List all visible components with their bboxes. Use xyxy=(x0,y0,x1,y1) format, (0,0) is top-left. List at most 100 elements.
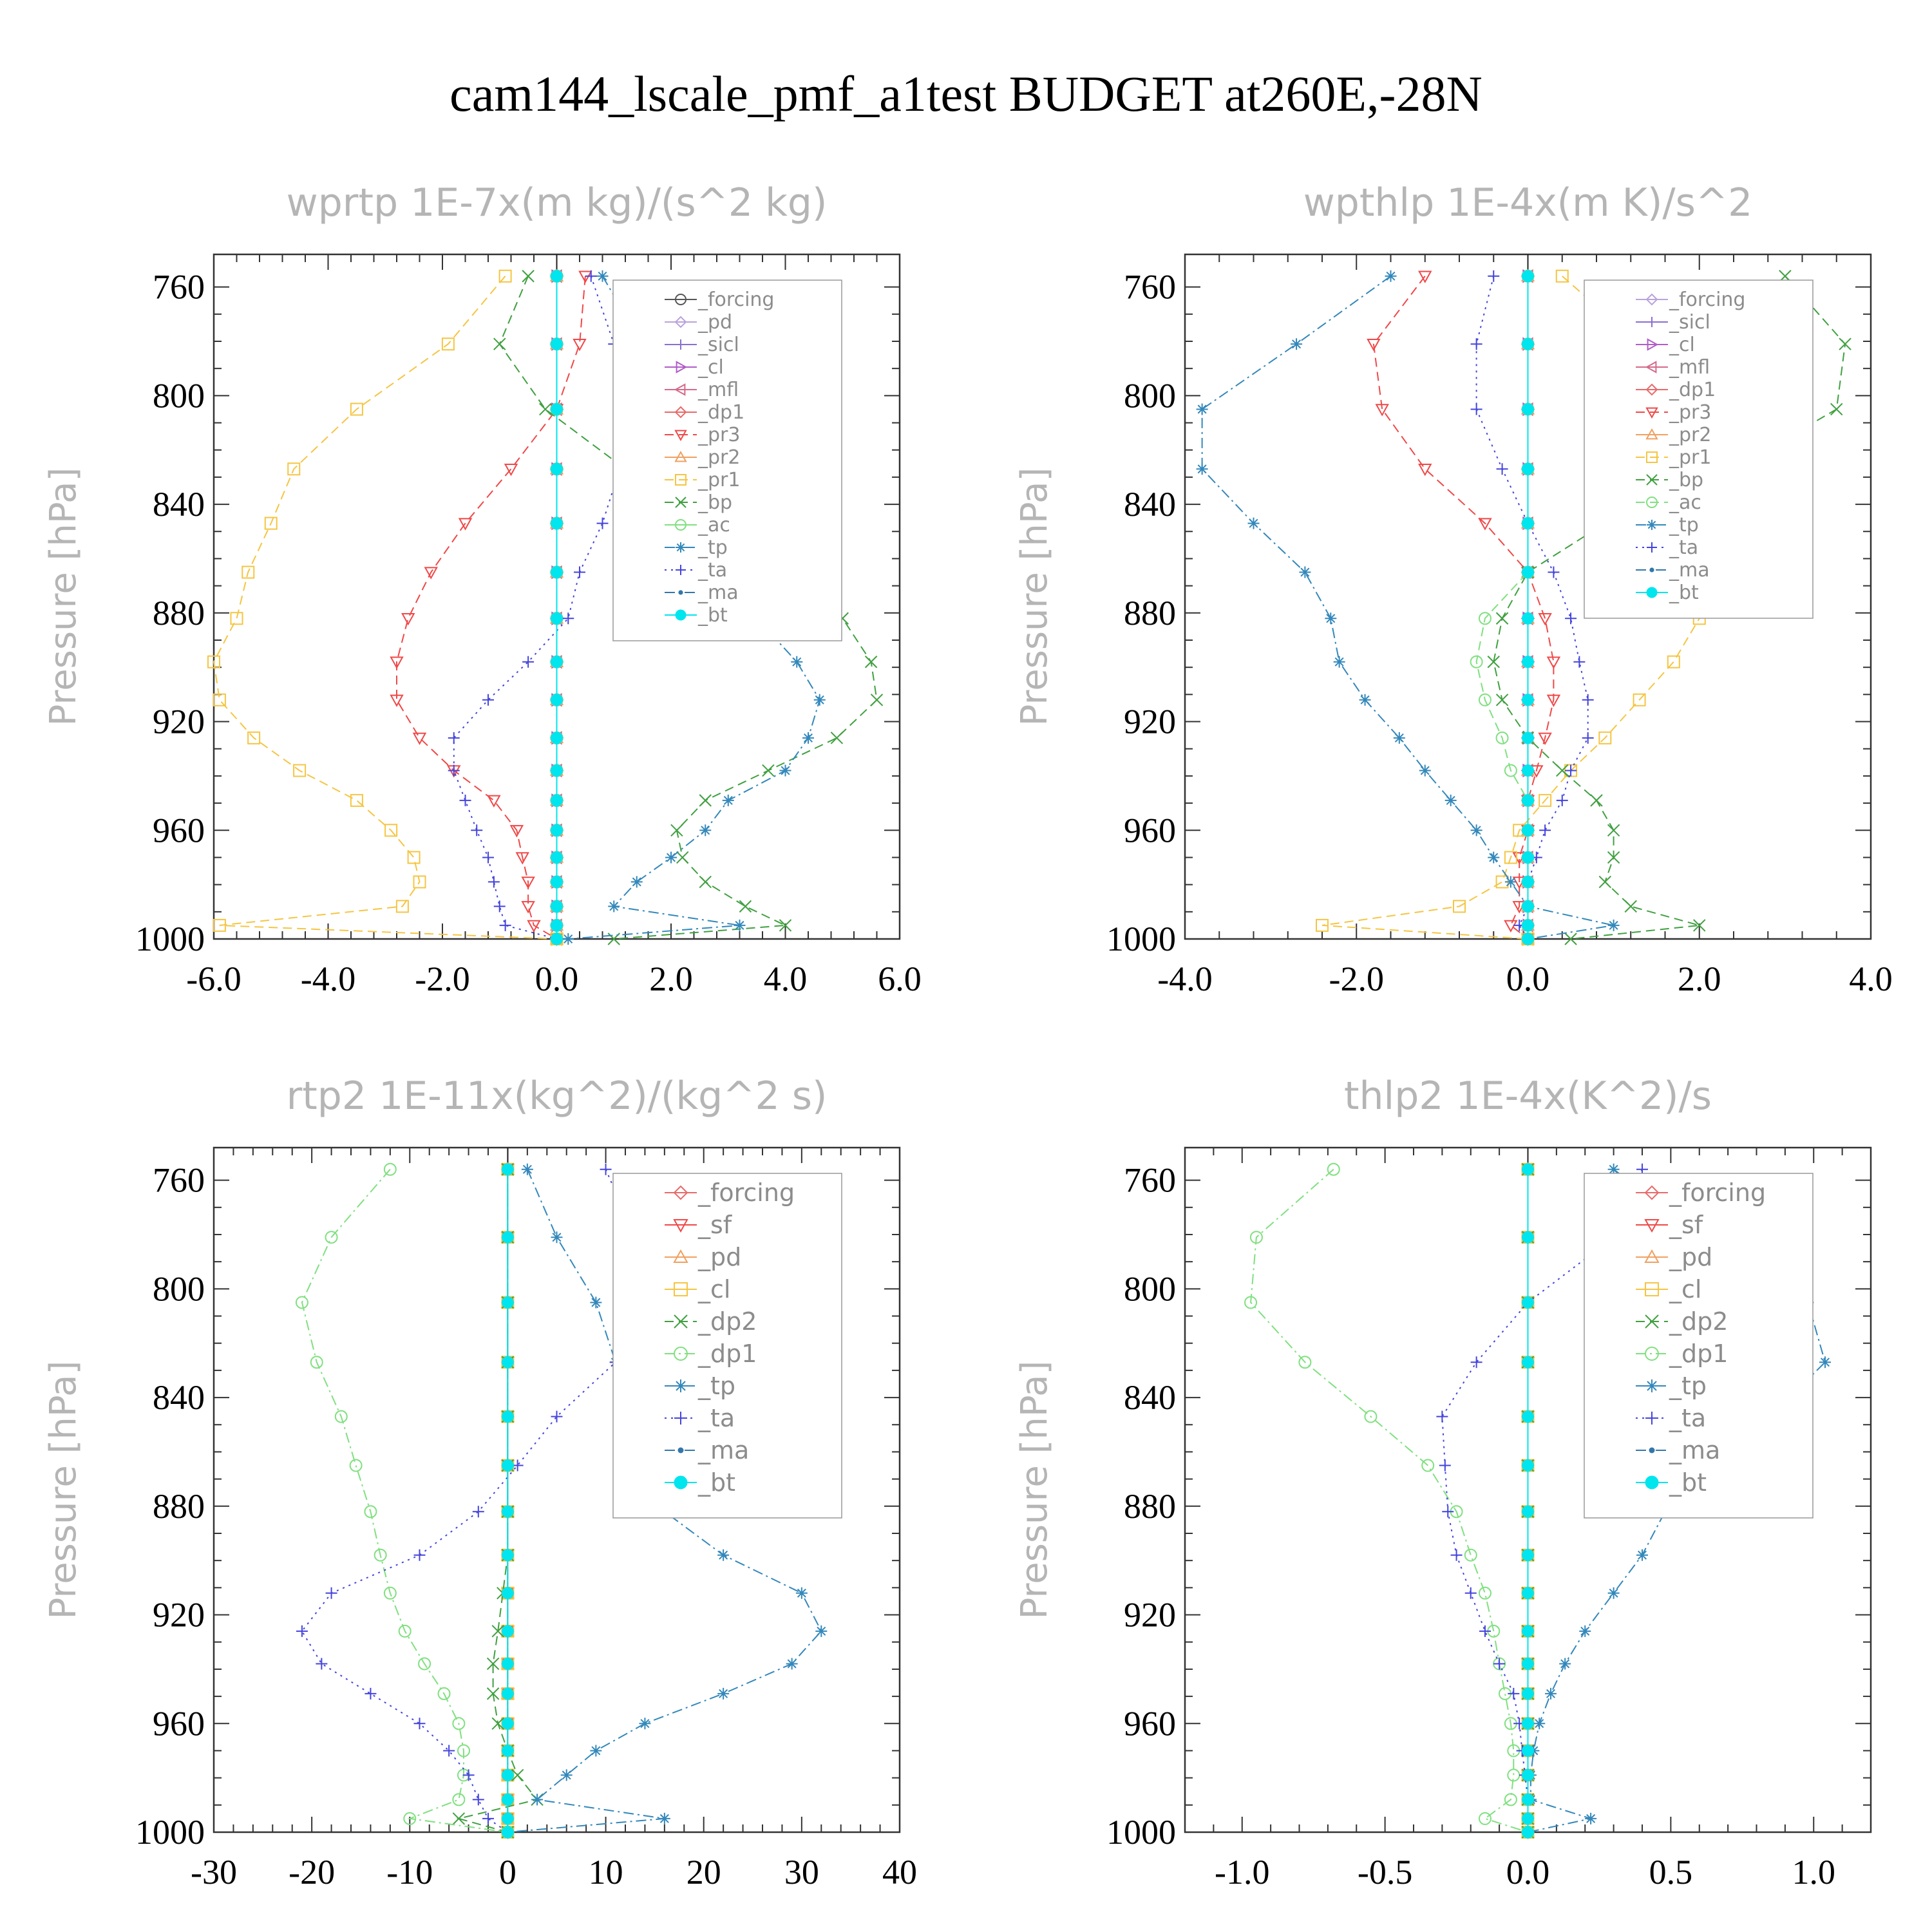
legend-marker xyxy=(675,609,687,621)
y-tick-label: 880 xyxy=(153,1487,205,1526)
legend-marker xyxy=(674,1347,688,1361)
data-point xyxy=(472,1794,484,1806)
data-point xyxy=(670,824,683,837)
data-point xyxy=(390,656,404,669)
data-point xyxy=(350,793,363,807)
data-point xyxy=(509,825,524,838)
data-point xyxy=(242,565,255,579)
data-point xyxy=(501,1549,514,1562)
y-tick-label: 800 xyxy=(153,376,205,415)
x-tick-label: -6.0 xyxy=(186,960,241,998)
legend-marker xyxy=(674,406,687,419)
data-point xyxy=(1470,824,1482,837)
data-point xyxy=(511,1768,524,1782)
legend-marker xyxy=(674,1314,688,1329)
legend-label: _dp1 xyxy=(697,1340,757,1368)
data-point xyxy=(486,1657,500,1671)
data-point xyxy=(1495,612,1509,625)
data-point xyxy=(1548,566,1560,578)
data-point xyxy=(493,900,506,913)
data-point xyxy=(1522,694,1534,706)
legend-item: _pr2 xyxy=(1636,424,1711,446)
y-tick-label: 960 xyxy=(153,811,205,849)
data-point xyxy=(452,1717,466,1730)
data-point xyxy=(1565,764,1577,777)
data-point xyxy=(527,920,541,933)
data-point xyxy=(551,933,563,945)
data-point xyxy=(1522,1625,1534,1638)
data-point xyxy=(551,656,563,668)
data-point xyxy=(1607,824,1620,837)
data-point xyxy=(1556,794,1568,806)
data-point xyxy=(1478,1812,1492,1825)
legend-label: _dp1 xyxy=(1669,1340,1728,1368)
data-point xyxy=(522,270,535,283)
data-point xyxy=(424,567,438,580)
y-tick-label: 760 xyxy=(1124,268,1176,307)
legend-item: _ma xyxy=(665,582,739,604)
y-tick-label: 1000 xyxy=(135,920,205,958)
legend-box xyxy=(612,1173,842,1519)
data-point xyxy=(551,732,563,744)
legend-item: _bp xyxy=(665,491,732,514)
data-point xyxy=(1364,1410,1378,1423)
data-point xyxy=(448,732,460,744)
data-point xyxy=(1444,794,1457,806)
data-point xyxy=(1590,794,1603,807)
legend-marker xyxy=(676,542,686,553)
legend-item: _sicl xyxy=(665,334,739,356)
data-point xyxy=(1478,1586,1492,1600)
legend: _forcing_sicl_cl_mfl_dp1_pr3_pr2_pr1_bp_… xyxy=(1584,279,1814,619)
legend-item: _tp xyxy=(665,536,728,559)
legend-marker xyxy=(1647,542,1657,553)
data-point xyxy=(786,1658,798,1670)
data-point xyxy=(1556,764,1569,777)
data-point xyxy=(1470,1356,1482,1368)
legend-label: _cl xyxy=(697,356,724,379)
y-tick-label: 800 xyxy=(1124,376,1176,415)
data-point xyxy=(600,1163,612,1175)
data-point xyxy=(1247,517,1260,529)
data-point xyxy=(398,1624,412,1638)
legend-item: _pr1 xyxy=(665,469,740,491)
legend-marker xyxy=(1649,1447,1655,1454)
data-point xyxy=(1598,875,1612,889)
legend-label: _cl xyxy=(697,1275,730,1303)
data-point xyxy=(1522,824,1534,837)
data-point xyxy=(551,612,563,625)
data-point xyxy=(1479,1625,1491,1637)
panel-title: wprtp 1E-7x(m kg)/(s^2 kg) xyxy=(287,180,828,225)
data-point xyxy=(264,516,278,530)
x-tick-label: -1.0 xyxy=(1215,1853,1269,1891)
data-point xyxy=(1453,900,1466,913)
data-point xyxy=(1522,1549,1534,1562)
legend-item: _mfl xyxy=(665,379,739,401)
data-point xyxy=(585,270,597,282)
legend-label: _pd xyxy=(1669,1243,1712,1271)
y-tick-label: 840 xyxy=(1124,1378,1176,1417)
data-point xyxy=(501,1410,514,1423)
data-point xyxy=(1522,1231,1534,1244)
data-point xyxy=(350,402,363,416)
legend-item: _ma xyxy=(1636,559,1710,582)
data-point xyxy=(501,1768,514,1781)
chart-panel-3: rtp2 1E-11x(kg^2)/(kg^2 s) Pressure [hPa]… xyxy=(43,1074,917,1891)
y-axis-label: Pressure [hPa] xyxy=(1014,1361,1056,1620)
data-point xyxy=(1421,1459,1435,1472)
chart-panel-1: wprtp 1E-7x(m kg)/(s^2 kg) Pressure [hPa]… xyxy=(43,180,922,998)
series-bt xyxy=(501,1163,514,1839)
series-line xyxy=(301,1169,636,1833)
legend-marker xyxy=(1645,1379,1658,1392)
data-point xyxy=(1478,693,1492,706)
data-point xyxy=(1504,1793,1517,1806)
legend-label: _mfl xyxy=(1669,356,1710,379)
data-point xyxy=(452,1793,466,1806)
legend-marker xyxy=(674,450,687,462)
data-point xyxy=(501,1163,514,1176)
legend-label: _cl xyxy=(1669,334,1695,356)
legend-marker xyxy=(675,294,687,305)
legend-item: _sf xyxy=(665,1211,733,1239)
data-point xyxy=(596,270,609,282)
data-point xyxy=(699,824,712,837)
legend-item: _tp xyxy=(1636,1372,1707,1400)
